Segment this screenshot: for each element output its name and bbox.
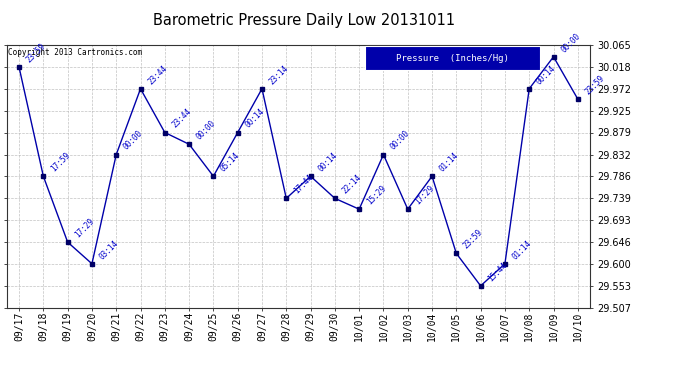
Text: 23:44: 23:44 [146, 63, 169, 86]
Text: 00:00: 00:00 [195, 119, 217, 141]
Text: 23:44: 23:44 [170, 107, 193, 130]
Text: 17:29: 17:29 [73, 217, 96, 239]
Text: 00:00: 00:00 [121, 129, 144, 152]
Text: Copyright 2013 Cartronics.com: Copyright 2013 Cartronics.com [8, 48, 142, 57]
Text: 01:14: 01:14 [511, 238, 533, 261]
Text: Pressure  (Inches/Hg): Pressure (Inches/Hg) [397, 54, 509, 63]
Text: 00:14: 00:14 [244, 107, 266, 130]
Text: 05:14: 05:14 [219, 151, 241, 174]
Text: 23:59: 23:59 [462, 228, 484, 251]
Text: 15:44: 15:44 [486, 260, 509, 283]
Text: 15:29: 15:29 [365, 184, 387, 206]
Text: 00:00: 00:00 [559, 31, 582, 54]
Text: 00:14: 00:14 [535, 63, 558, 86]
Text: 23:59: 23:59 [583, 74, 606, 96]
Text: 22:14: 22:14 [340, 173, 363, 196]
Text: 01:14: 01:14 [437, 151, 460, 174]
Text: 00:14: 00:14 [316, 151, 339, 174]
Text: 23:59: 23:59 [25, 42, 48, 64]
Text: 03:14: 03:14 [97, 238, 120, 261]
Text: Barometric Pressure Daily Low 20131011: Barometric Pressure Daily Low 20131011 [152, 13, 455, 28]
Text: 00:00: 00:00 [389, 129, 412, 152]
Text: 17:29: 17:29 [413, 184, 436, 206]
Text: 23:14: 23:14 [268, 63, 290, 86]
Text: 17:44: 17:44 [292, 173, 315, 196]
FancyBboxPatch shape [366, 46, 540, 70]
Text: 17:59: 17:59 [49, 151, 72, 174]
